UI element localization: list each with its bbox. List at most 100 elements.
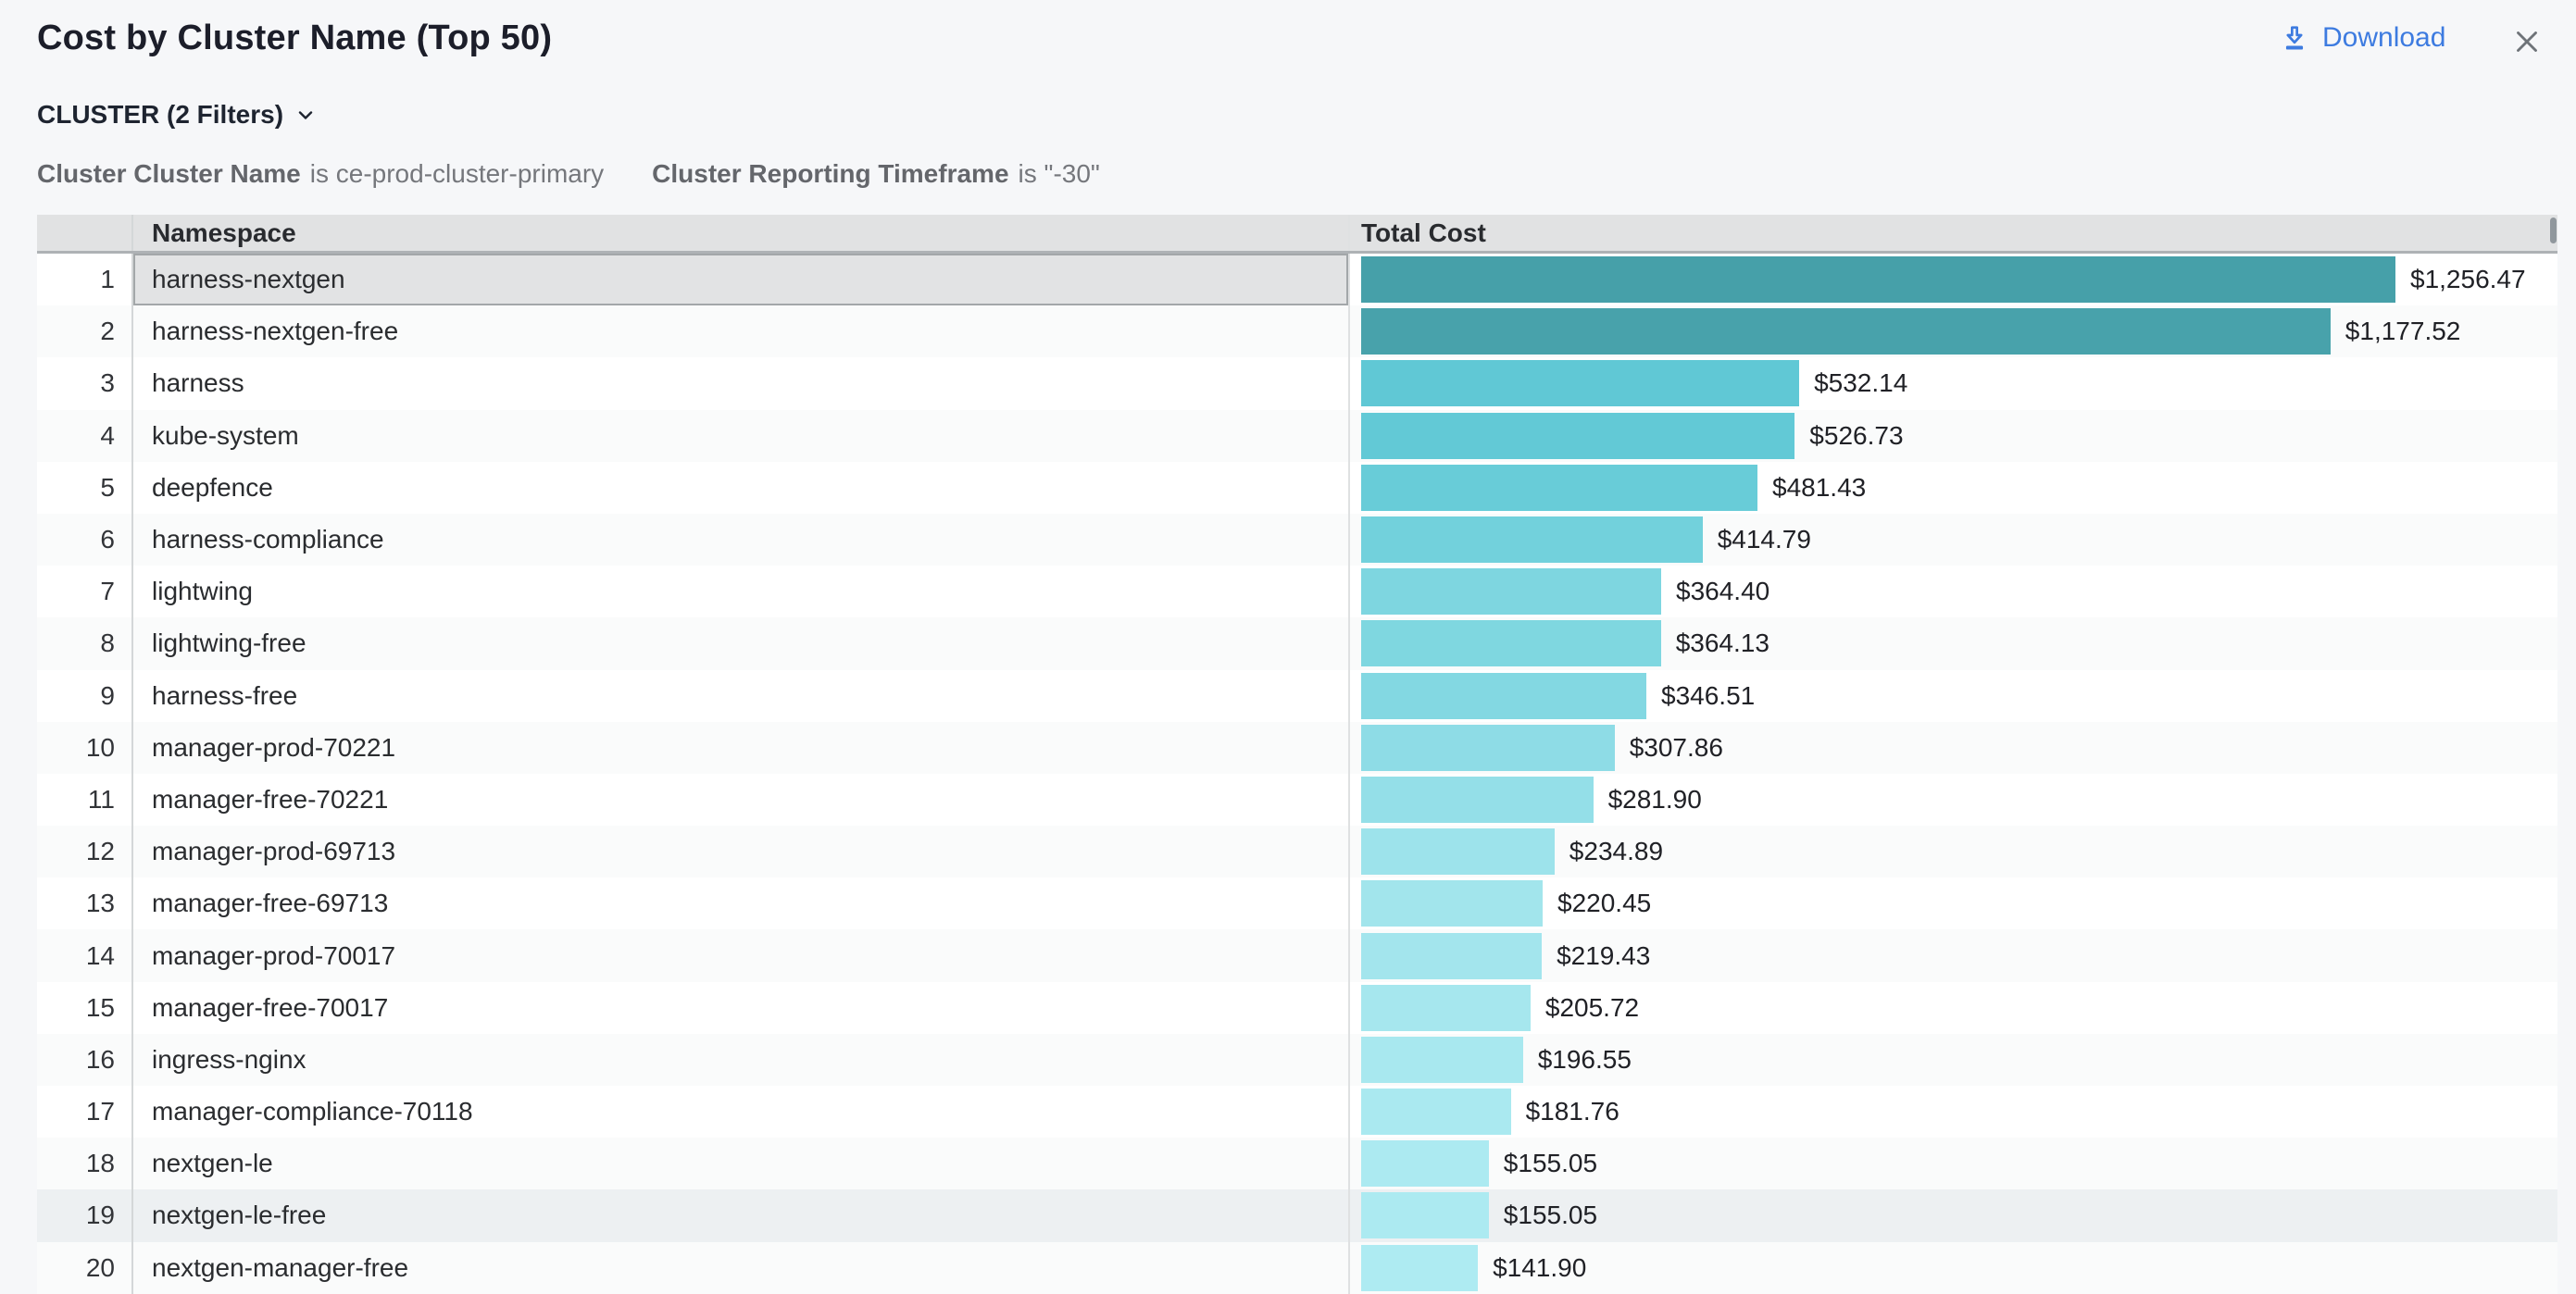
cost-bar xyxy=(1361,516,1703,563)
row-rank: 11 xyxy=(37,774,131,826)
row-cost: $532.14 xyxy=(1814,368,1907,398)
table-row[interactable]: 18 nextgen-le $155.05 xyxy=(37,1138,2557,1189)
filter-cluster-name: Cluster Cluster Nameis ce-prod-cluster-p… xyxy=(37,159,604,189)
table-row[interactable]: 15 manager-free-70017 $205.72 xyxy=(37,982,2557,1034)
row-cost: $481.43 xyxy=(1772,473,1866,503)
table-row[interactable]: 19 nextgen-le-free $155.05 xyxy=(37,1189,2557,1241)
table-row[interactable]: 11 manager-free-70221 $281.90 xyxy=(37,774,2557,826)
row-rank: 5 xyxy=(37,462,131,514)
row-namespace: nextgen-manager-free xyxy=(131,1242,1348,1294)
row-rank: 17 xyxy=(37,1086,131,1138)
row-namespace: manager-prod-69713 xyxy=(131,826,1348,877)
row-namespace: manager-free-69713 xyxy=(131,877,1348,929)
row-rank: 12 xyxy=(37,826,131,877)
row-cost-cell: $307.86 xyxy=(1348,722,2557,774)
row-cost-cell: $481.43 xyxy=(1348,462,2557,514)
row-namespace: lightwing-free xyxy=(131,617,1348,669)
download-button[interactable]: Download xyxy=(2280,22,2445,54)
row-cost: $155.05 xyxy=(1504,1149,1597,1178)
row-cost: $205.72 xyxy=(1545,993,1639,1023)
cost-bar xyxy=(1361,880,1543,927)
row-cost-cell: $234.89 xyxy=(1348,826,2557,877)
cost-bar xyxy=(1361,1037,1523,1083)
row-cost-cell: $1,256.47 xyxy=(1348,254,2557,305)
row-rank: 13 xyxy=(37,877,131,929)
row-cost: $364.13 xyxy=(1676,628,1769,658)
row-rank: 2 xyxy=(37,305,131,357)
row-namespace: manager-free-70017 xyxy=(131,982,1348,1034)
row-namespace: harness xyxy=(131,357,1348,409)
column-header-namespace[interactable]: Namespace xyxy=(131,215,1348,251)
cost-bar xyxy=(1361,725,1615,771)
table-row[interactable]: 17 manager-compliance-70118 $181.76 xyxy=(37,1086,2557,1138)
cost-bar xyxy=(1361,568,1661,615)
applied-filters: Cluster Cluster Nameis ce-prod-cluster-p… xyxy=(37,159,1100,189)
row-cost-cell: $346.51 xyxy=(1348,670,2557,722)
row-namespace: harness-free xyxy=(131,670,1348,722)
column-header-rank[interactable] xyxy=(37,215,131,251)
row-rank: 9 xyxy=(37,670,131,722)
table-row[interactable]: 10 manager-prod-70221 $307.86 xyxy=(37,722,2557,774)
row-rank: 6 xyxy=(37,514,131,566)
row-cost: $1,256.47 xyxy=(2410,265,2526,294)
row-cost-cell: $196.55 xyxy=(1348,1034,2557,1086)
table-header: Namespace Total Cost xyxy=(37,215,2557,254)
row-cost-cell: $532.14 xyxy=(1348,357,2557,409)
row-cost: $234.89 xyxy=(1569,837,1663,866)
row-rank: 1 xyxy=(37,254,131,305)
cost-bar xyxy=(1361,985,1531,1031)
row-cost-cell: $155.05 xyxy=(1348,1138,2557,1189)
table-row[interactable]: 8 lightwing-free $364.13 xyxy=(37,617,2557,669)
table-row[interactable]: 2 harness-nextgen-free $1,177.52 xyxy=(37,305,2557,357)
row-cost-cell: $414.79 xyxy=(1348,514,2557,566)
table-scrollbar-thumb[interactable] xyxy=(2550,218,2557,243)
row-namespace: manager-prod-70221 xyxy=(131,722,1348,774)
table-row[interactable]: 9 harness-free $346.51 xyxy=(37,670,2557,722)
table-row[interactable]: 5 deepfence $481.43 xyxy=(37,462,2557,514)
table-row[interactable]: 20 nextgen-manager-free $141.90 xyxy=(37,1242,2557,1294)
table-row[interactable]: 16 ingress-nginx $196.55 xyxy=(37,1034,2557,1086)
table-row[interactable]: 1 harness-nextgen $1,256.47 xyxy=(37,254,2557,305)
cost-table: Namespace Total Cost 1 harness-nextgen $… xyxy=(37,215,2557,1294)
row-namespace: manager-free-70221 xyxy=(131,774,1348,826)
page-title: Cost by Cluster Name (Top 50) xyxy=(37,19,552,58)
row-cost: $1,177.52 xyxy=(2345,317,2461,346)
row-namespace: manager-compliance-70118 xyxy=(131,1086,1348,1138)
row-rank: 19 xyxy=(37,1189,131,1241)
table-row[interactable]: 4 kube-system $526.73 xyxy=(37,410,2557,462)
row-namespace: deepfence xyxy=(131,462,1348,514)
table-row[interactable]: 12 manager-prod-69713 $234.89 xyxy=(37,826,2557,877)
row-rank: 7 xyxy=(37,566,131,617)
close-button[interactable] xyxy=(2509,24,2545,62)
row-rank: 14 xyxy=(37,929,131,981)
row-cost-cell: $155.05 xyxy=(1348,1189,2557,1241)
row-cost: $181.76 xyxy=(1526,1097,1619,1126)
row-rank: 8 xyxy=(37,617,131,669)
column-header-total-cost[interactable]: Total Cost xyxy=(1348,215,2557,251)
row-cost-cell: $181.76 xyxy=(1348,1086,2557,1138)
row-namespace: manager-prod-70017 xyxy=(131,929,1348,981)
row-cost: $141.90 xyxy=(1493,1253,1586,1283)
cost-bar xyxy=(1361,360,1799,406)
row-cost-cell: $220.45 xyxy=(1348,877,2557,929)
cost-bar xyxy=(1361,308,2331,355)
row-cost: $364.40 xyxy=(1676,577,1769,606)
cost-bar xyxy=(1361,1140,1489,1187)
cost-bar xyxy=(1361,777,1594,823)
cost-bar xyxy=(1361,256,2395,303)
cluster-filters-toggle[interactable]: CLUSTER (2 Filters) xyxy=(37,100,317,130)
cost-bar xyxy=(1361,620,1661,666)
cost-bar xyxy=(1361,465,1757,511)
table-row[interactable]: 3 harness $532.14 xyxy=(37,357,2557,409)
cost-bar xyxy=(1361,673,1646,719)
row-namespace: harness-compliance xyxy=(131,514,1348,566)
row-cost-cell: $364.40 xyxy=(1348,566,2557,617)
table-row[interactable]: 6 harness-compliance $414.79 xyxy=(37,514,2557,566)
cost-bar xyxy=(1361,828,1555,875)
table-row[interactable]: 7 lightwing $364.40 xyxy=(37,566,2557,617)
row-cost: $307.86 xyxy=(1630,733,1723,763)
row-namespace: harness-nextgen xyxy=(131,254,1348,305)
table-row[interactable]: 14 manager-prod-70017 $219.43 xyxy=(37,929,2557,981)
table-row[interactable]: 13 manager-free-69713 $220.45 xyxy=(37,877,2557,929)
row-cost-cell: $1,177.52 xyxy=(1348,305,2557,357)
